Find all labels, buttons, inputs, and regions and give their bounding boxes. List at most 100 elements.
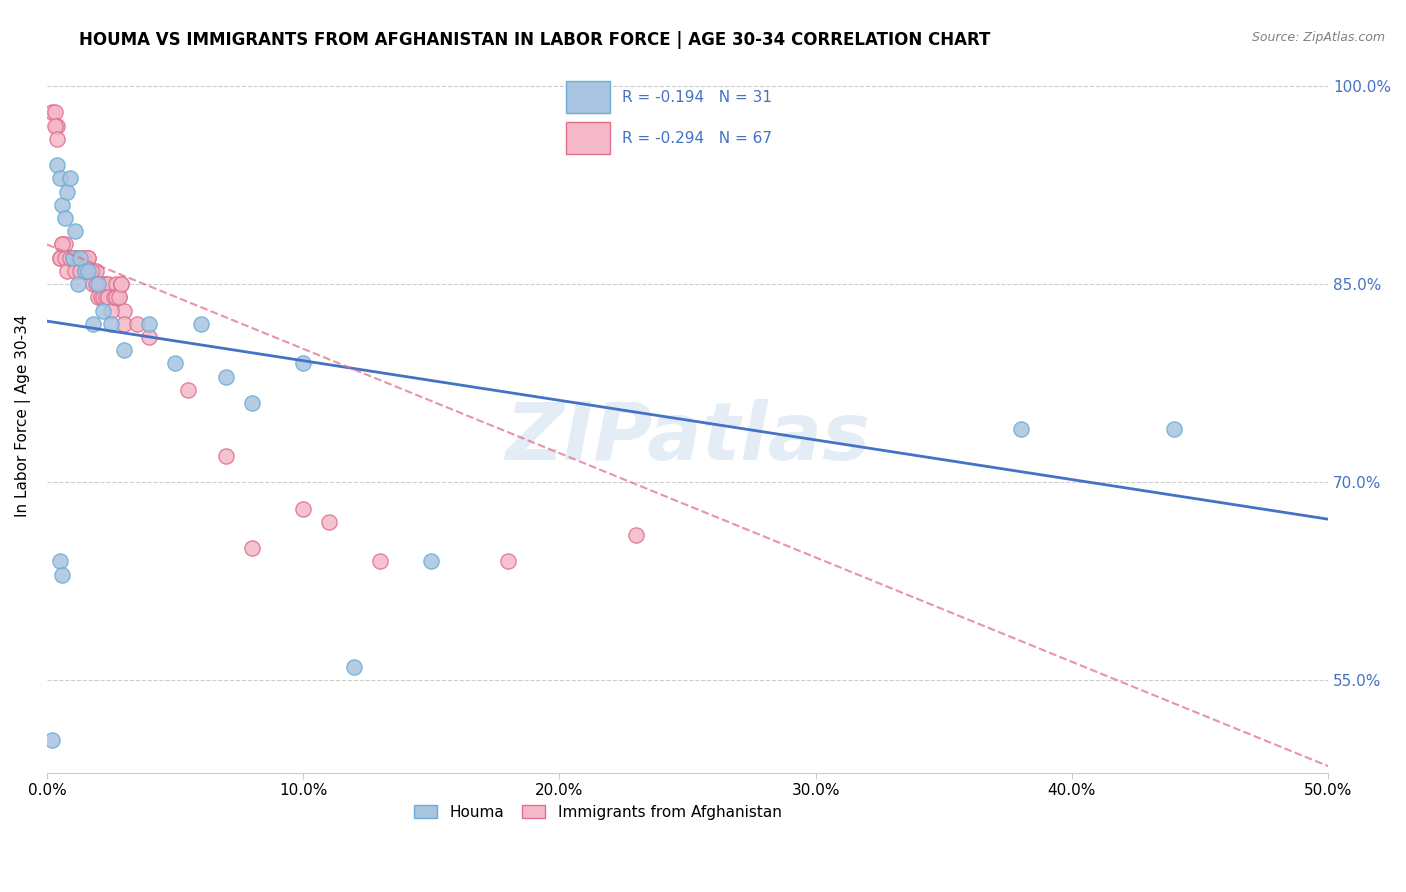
Y-axis label: In Labor Force | Age 30-34: In Labor Force | Age 30-34	[15, 315, 31, 517]
Point	[240, 396, 263, 410]
Point	[53, 251, 76, 265]
Point	[105, 290, 128, 304]
Point	[523, 792, 546, 806]
Point	[75, 264, 97, 278]
Point	[51, 237, 73, 252]
Point	[82, 264, 104, 278]
Point	[79, 264, 101, 278]
Point	[240, 541, 263, 556]
Point	[87, 290, 110, 304]
Point	[496, 554, 519, 568]
Text: ZIPatlas: ZIPatlas	[505, 399, 870, 476]
Point	[66, 251, 89, 265]
Point	[103, 290, 125, 304]
Point	[63, 224, 86, 238]
Point	[84, 264, 107, 278]
Point	[69, 251, 91, 265]
Point	[93, 290, 115, 304]
Point	[69, 264, 91, 278]
Point	[94, 290, 117, 304]
Point	[51, 198, 73, 212]
Point	[69, 251, 91, 265]
Point	[190, 317, 212, 331]
Point	[215, 369, 238, 384]
Point	[77, 251, 100, 265]
Point	[84, 277, 107, 292]
Point	[100, 317, 122, 331]
Point	[420, 554, 443, 568]
Point	[41, 732, 63, 747]
Point	[49, 251, 72, 265]
Point	[318, 515, 340, 529]
Point	[292, 356, 315, 370]
Text: Source: ZipAtlas.com: Source: ZipAtlas.com	[1251, 31, 1385, 45]
Point	[105, 277, 128, 292]
Point	[97, 277, 120, 292]
Point	[63, 264, 86, 278]
Point	[1163, 422, 1185, 436]
Point	[87, 277, 110, 292]
Point	[110, 277, 132, 292]
Point	[44, 119, 66, 133]
Point	[46, 132, 69, 146]
Point	[59, 251, 82, 265]
Point	[62, 251, 84, 265]
Point	[90, 277, 112, 292]
Point	[97, 290, 120, 304]
Point	[138, 330, 160, 344]
Point	[626, 528, 648, 542]
Point	[49, 251, 72, 265]
Point	[112, 317, 135, 331]
Point	[75, 264, 97, 278]
Point	[110, 277, 132, 292]
Point	[49, 554, 72, 568]
Point	[177, 383, 200, 397]
Point	[51, 567, 73, 582]
Point	[90, 290, 112, 304]
Point	[100, 303, 122, 318]
Legend: Houma, Immigrants from Afghanistan: Houma, Immigrants from Afghanistan	[408, 798, 787, 826]
Point	[93, 303, 115, 318]
Point	[44, 105, 66, 120]
Point	[79, 264, 101, 278]
Point	[49, 171, 72, 186]
Point	[343, 660, 366, 674]
Point	[103, 290, 125, 304]
Point	[138, 317, 160, 331]
Point	[59, 171, 82, 186]
Point	[1010, 422, 1032, 436]
Point	[292, 501, 315, 516]
Point	[72, 251, 94, 265]
Point	[62, 251, 84, 265]
Point	[107, 290, 129, 304]
Point	[53, 237, 76, 252]
Text: HOUMA VS IMMIGRANTS FROM AFGHANISTAN IN LABOR FORCE | AGE 30-34 CORRELATION CHAR: HOUMA VS IMMIGRANTS FROM AFGHANISTAN IN …	[79, 31, 990, 49]
Point	[56, 251, 79, 265]
Point	[87, 277, 110, 292]
Point	[51, 237, 73, 252]
Point	[368, 554, 391, 568]
Point	[93, 277, 115, 292]
Point	[59, 251, 82, 265]
Point	[66, 264, 89, 278]
Point	[215, 449, 238, 463]
Point	[82, 317, 104, 331]
Point	[56, 264, 79, 278]
Point	[77, 251, 100, 265]
Point	[165, 356, 187, 370]
Point	[100, 290, 122, 304]
Point	[107, 290, 129, 304]
Point	[53, 211, 76, 225]
Point	[112, 343, 135, 358]
Point	[56, 185, 79, 199]
Point	[46, 119, 69, 133]
Point	[72, 251, 94, 265]
Point	[112, 303, 135, 318]
Point	[125, 317, 148, 331]
Point	[75, 264, 97, 278]
Point	[46, 158, 69, 172]
Point	[62, 251, 84, 265]
Point	[82, 277, 104, 292]
Point	[77, 264, 100, 278]
Point	[63, 251, 86, 265]
